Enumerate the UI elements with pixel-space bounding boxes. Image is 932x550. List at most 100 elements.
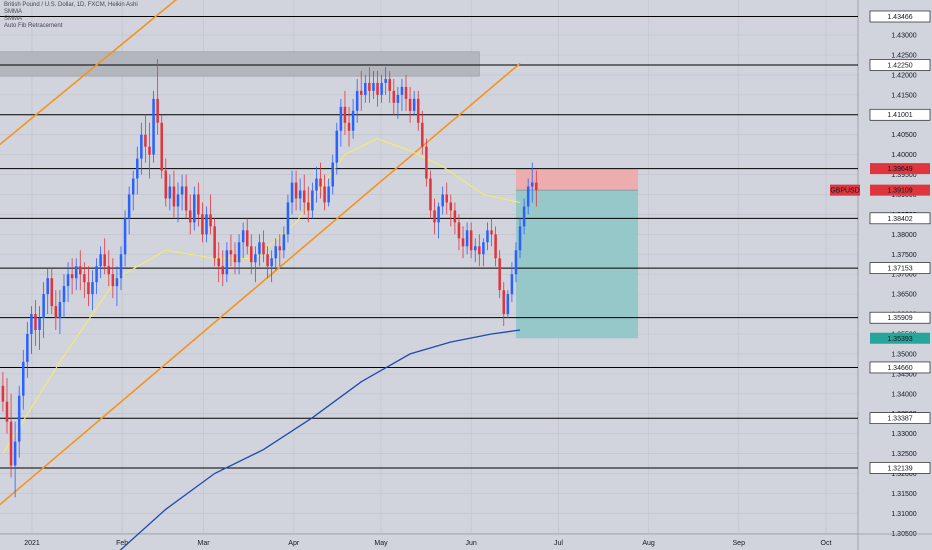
level-price-label-bg [869, 59, 931, 71]
y-tick-label: 1.33000 [891, 431, 916, 438]
candle-body [152, 98, 155, 155]
candle-body [270, 258, 273, 267]
level-price-label: 1.39649 [887, 166, 912, 173]
current-price-label-bg [870, 184, 930, 196]
candle-body [258, 242, 261, 255]
candle-body [197, 194, 200, 215]
y-tick-label: 1.40000 [891, 152, 916, 159]
candle-body [453, 210, 457, 223]
candle-body [221, 266, 225, 275]
candle-body [274, 246, 277, 259]
candle-body [26, 333, 29, 362]
y-tick-label: 1.32500 [891, 451, 916, 458]
candle-body [307, 202, 310, 211]
legend-auto-fib: Auto Fib Retracement [4, 23, 63, 29]
candle-body [148, 146, 151, 155]
y-tick-label: 1.34000 [891, 391, 916, 398]
candle-body [482, 242, 485, 255]
candle-body [83, 274, 86, 283]
candle-body [254, 254, 257, 263]
x-tick-label: Feb [116, 540, 128, 547]
candle-body [490, 230, 493, 235]
candle-body [368, 82, 371, 91]
symbol-tag-bg [830, 184, 860, 196]
level-price-label: 1.37153 [887, 266, 912, 273]
y-tick-label: 1.31000 [891, 511, 916, 518]
candle-body [266, 254, 269, 267]
channel-upper-line [0, 0, 178, 146]
candle-body [30, 314, 33, 334]
y-tick-label: 1.39500 [891, 172, 916, 179]
candle-body [347, 122, 351, 131]
supply-zone [0, 51, 480, 77]
candle-body [522, 206, 526, 227]
level-price-label-bg [869, 10, 931, 23]
candle-body [58, 302, 62, 319]
candle-body [298, 190, 302, 199]
candle-body [526, 186, 530, 207]
candle-body [315, 178, 318, 191]
x-tick-label: Jul [554, 540, 563, 547]
candle-body [294, 182, 298, 199]
candle-body [245, 230, 249, 247]
candle-body [518, 226, 522, 251]
candle-body [205, 214, 208, 235]
candle-body [494, 234, 497, 259]
candle-body [433, 210, 436, 223]
candle-body [535, 182, 538, 191]
candle-body [372, 82, 375, 91]
candle-body [465, 230, 469, 247]
y-tick-label: 1.42500 [891, 53, 916, 60]
candle-body [421, 122, 424, 147]
candle-body [156, 98, 159, 123]
candle-body [412, 98, 416, 111]
y-tick-label: 1.36500 [891, 292, 916, 299]
candle-body [233, 254, 237, 263]
candle-body [355, 90, 359, 111]
candle-body [286, 202, 290, 235]
target-price-label: 1.35393 [887, 336, 912, 343]
candle-body [217, 258, 220, 267]
candle-body [343, 106, 347, 123]
candle-body [502, 290, 506, 315]
candle-body [213, 226, 216, 259]
candle-body [461, 238, 465, 247]
candle-body [311, 190, 314, 211]
candle-body [54, 306, 58, 319]
candle-body [376, 82, 379, 95]
candle-body [99, 254, 102, 267]
candle-body [282, 234, 286, 251]
x-tick-label: May [374, 540, 388, 547]
candle-body [404, 86, 408, 99]
candle-body [164, 170, 168, 199]
legend-title: British Pound / U.S. Dollar, 1D, FXCM, H… [4, 2, 138, 8]
candle-body [115, 278, 119, 287]
candle-body [127, 194, 131, 219]
candle-body [9, 421, 13, 466]
level-price-label-bg [869, 108, 931, 121]
candle-body [335, 130, 339, 163]
chart-legend: British Pound / U.S. Dollar, 1D, FXCM, H… [4, 2, 138, 30]
candle-body [506, 294, 510, 315]
candle-body [13, 441, 17, 466]
level-price-label-bg [869, 412, 931, 424]
candle-body [392, 90, 396, 103]
candle-body [339, 106, 343, 131]
candle-body [79, 266, 82, 275]
level-price-label: 1.42250 [887, 62, 912, 69]
candle-body [180, 186, 184, 195]
level-price-label-bg [869, 462, 931, 474]
level-price-label-bg [869, 262, 931, 274]
candle-body [384, 78, 387, 83]
y-tick-label: 1.32000 [891, 471, 916, 478]
candle-body [38, 318, 41, 330]
candle-body [209, 214, 212, 227]
symbol-tag: GBPUSD [830, 188, 860, 195]
candle-body [22, 361, 25, 396]
candle-body [95, 266, 98, 283]
candle-body [1, 385, 5, 402]
level-price-label: 1.34660 [887, 365, 912, 372]
candle-body [359, 90, 363, 95]
